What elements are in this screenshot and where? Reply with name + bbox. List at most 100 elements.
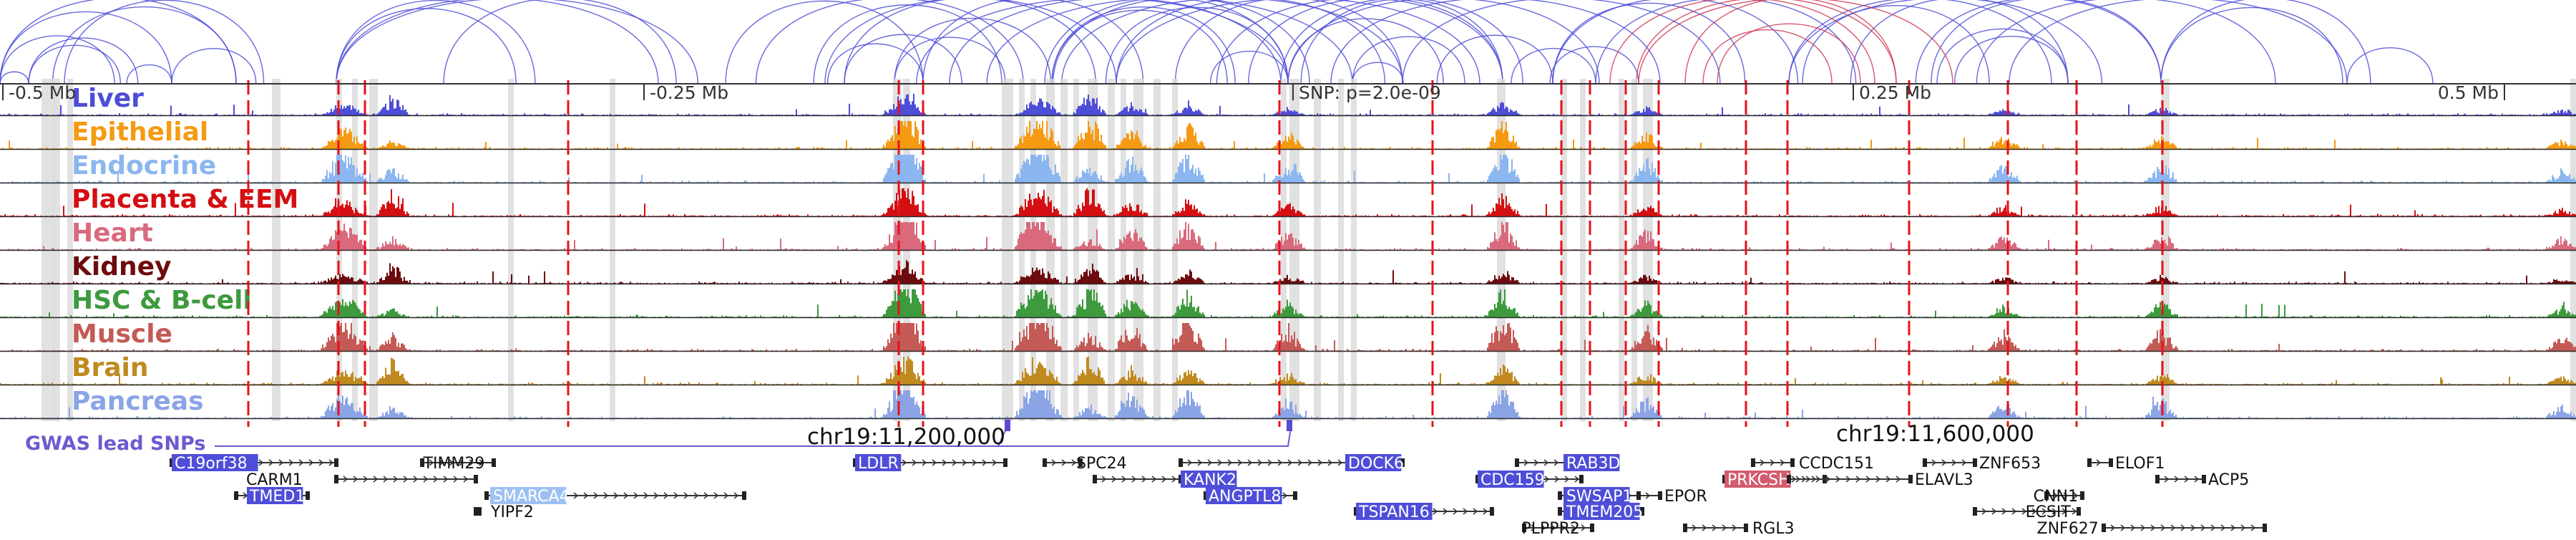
gene-rgl3[interactable]: RGL3 [1683, 520, 1795, 538]
gene-label[interactable]: ACP5 [2208, 471, 2249, 489]
exon-block [2263, 524, 2267, 532]
gene-ldlr[interactable]: LDLR [853, 454, 1008, 473]
gene-carm1[interactable]: CARM1 [246, 471, 478, 489]
gene-elof1[interactable]: ELOF1 [2087, 455, 2165, 473]
gene-plppr2[interactable]: PLPPR2 [1522, 520, 1594, 538]
exon-block [742, 491, 746, 500]
gene-label[interactable]: CNN1 [2034, 488, 2078, 506]
strand-chevron [1071, 459, 1077, 466]
gene-label[interactable]: SMARCA4 [493, 488, 570, 506]
gene-label[interactable]: TSPAN16 [1358, 503, 1430, 521]
gene-ecsit[interactable]: ECSIT [1973, 503, 2081, 521]
gene-label[interactable]: ELAVL3 [1915, 471, 1974, 489]
gene-label[interactable]: ECSIT [2026, 503, 2072, 521]
exon-block [2109, 458, 2113, 467]
strand-chevron [703, 492, 709, 499]
loop-arc [2009, 0, 2348, 85]
ruler-tick-label: -0.5 Mb [9, 82, 76, 103]
gene-label[interactable]: PRKCSH [1727, 471, 1790, 489]
ruler-tick-label: SNP: p=2.0e-09 [1299, 82, 1441, 103]
ruler-tick-label: -0.25 Mb [650, 82, 728, 103]
gene-label[interactable]: ZNF653 [1979, 455, 2041, 473]
gene-label[interactable]: ANGPTL8 [1209, 488, 1282, 506]
gene-label[interactable]: RAB3D [1566, 455, 1620, 473]
gene-tspan16[interactable]: TSPAN16 [1354, 503, 1494, 521]
gene-acp5[interactable]: ACP5 [2155, 471, 2249, 489]
strand-chevron [932, 459, 937, 466]
gene-dock6[interactable]: DOCK6 [1179, 454, 1405, 473]
gene-label-highlight [172, 454, 258, 471]
gene-cdc159[interactable]: CDC159 [1475, 471, 1584, 489]
loop-arc [336, 8, 517, 85]
strand-chevron [258, 459, 264, 466]
exon-block [1579, 475, 1584, 483]
gene-label[interactable]: YIPF2 [490, 503, 534, 521]
gene-label[interactable]: C19orf38 [175, 455, 248, 473]
gene-c19orf38[interactable]: C19orf38 [170, 454, 338, 473]
loop-arc [336, 0, 698, 85]
strand-chevron [429, 459, 434, 466]
gene-timm29[interactable]: TIMM29 [420, 455, 496, 473]
gene-label[interactable]: PLPPR2 [1522, 520, 1580, 538]
loop-arc [1209, 50, 1289, 85]
exon-block [1179, 458, 1183, 467]
gene-elavl3[interactable]: ELAVL3 [1787, 471, 1974, 489]
exon-block [1400, 458, 1405, 467]
gwas-snp-marker [1287, 420, 1292, 431]
gene-label[interactable]: TMEM205 [1566, 503, 1643, 521]
gene-label[interactable]: EPOR [1664, 488, 1707, 506]
gene-label[interactable]: SPC24 [1076, 455, 1127, 473]
loop-arc [894, 17, 1052, 85]
strand-chevron [2160, 524, 2166, 531]
strand-chevron [2194, 476, 2200, 483]
strand-chevron [1282, 492, 1288, 499]
gene-tmed1[interactable]: TMED1 [234, 487, 310, 506]
gene-swsap1[interactable]: SWSAP1 [1558, 487, 1641, 506]
strand-chevron [288, 459, 294, 466]
strand-chevron [573, 492, 579, 499]
gene-label[interactable]: SWSAP1 [1566, 488, 1632, 506]
strand-chevron [1237, 459, 1243, 466]
gene-label-highlight [855, 454, 902, 471]
gene-smarca4[interactable]: SMARCA4 [484, 487, 746, 506]
loop-arc [1051, 9, 1228, 85]
gene-cnn1[interactable]: CNN1 [2034, 488, 2084, 506]
gene-label[interactable]: CCDC151 [1799, 455, 1874, 473]
gene-label[interactable]: DOCK6 [1348, 455, 1404, 473]
signal-profile [0, 155, 2576, 183]
gene-znf653[interactable]: ZNF653 [1923, 455, 2041, 473]
gene-label[interactable]: ZNF627 [2037, 520, 2099, 538]
gene-label[interactable]: TIMM29 [423, 455, 485, 473]
gene-rab3d[interactable]: RAB3D [1515, 454, 1620, 473]
strand-chevron [1702, 524, 1707, 531]
gene-spc24[interactable]: SPC24 [1043, 455, 1127, 473]
strand-chevron [453, 476, 459, 483]
gene-kank2[interactable]: KANK2 [1093, 471, 1237, 489]
strand-chevron [353, 476, 358, 483]
gene-label[interactable]: ELOF1 [2115, 455, 2165, 473]
gene-label[interactable]: TMED1 [249, 488, 305, 506]
coordinate-label: chr19:11,200,000 [807, 424, 1005, 450]
gene-ccdc151[interactable]: CCDC151 [1751, 455, 1874, 473]
gene-epor[interactable]: EPOR [1636, 488, 1707, 506]
gene-angptl8[interactable]: ANGPTL8 [1204, 487, 1297, 506]
gene-znf627[interactable]: ZNF627 [2037, 520, 2267, 538]
strand-chevron [2062, 508, 2067, 515]
gene-label[interactable]: RGL3 [1752, 520, 1795, 538]
gene-label[interactable]: CARM1 [246, 471, 303, 489]
gene-label[interactable]: KANK2 [1184, 471, 1236, 489]
exon-block [2044, 491, 2049, 500]
gene-label[interactable]: LDLR [858, 455, 899, 473]
strand-chevron [363, 476, 369, 483]
track-label: Heart [72, 218, 153, 248]
strand-chevron [1267, 459, 1273, 466]
gene-yipf2[interactable]: YIPF2 [474, 503, 534, 521]
exon-block [1751, 458, 1755, 467]
strand-chevron [1187, 459, 1193, 466]
gene-tmem205[interactable]: TMEM205 [1558, 503, 1644, 521]
gene-label[interactable]: CDC159 [1480, 471, 1545, 489]
gene-label-highlight [1563, 454, 1620, 471]
strand-chevron [2190, 524, 2196, 531]
strand-chevron [982, 459, 987, 466]
